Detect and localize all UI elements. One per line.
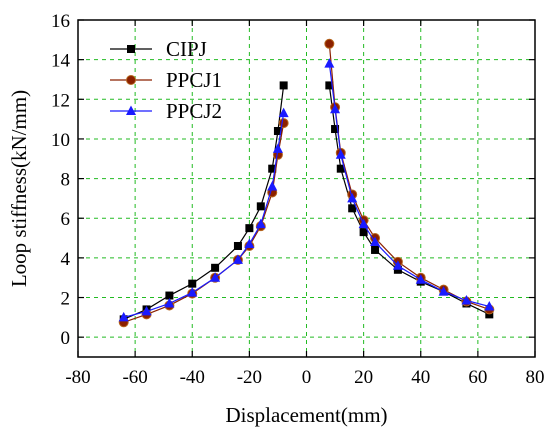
data-point (278, 118, 289, 129)
data-point (211, 263, 220, 272)
x-tick-label: -40 (180, 367, 205, 388)
x-tick-label: 20 (354, 367, 373, 388)
series-line (328, 43, 490, 310)
y-tick-label: 16 (51, 11, 70, 32)
x-tick-label: 60 (468, 367, 487, 388)
legend-marker (126, 75, 136, 85)
data-point (461, 295, 472, 305)
data-point (335, 149, 346, 159)
y-tick-label: 10 (51, 130, 70, 151)
data-point (484, 300, 495, 311)
data-point (245, 224, 254, 233)
data-point (392, 260, 403, 270)
data-point (325, 81, 334, 90)
data-point (255, 218, 266, 229)
data-point (210, 272, 221, 282)
data-point (272, 143, 283, 153)
data-point (359, 228, 368, 237)
x-tick-label: 40 (411, 367, 430, 388)
legend-item-ppcj2: PPCJ2 (110, 99, 222, 123)
legend-marker (126, 105, 136, 115)
data-point (324, 58, 335, 68)
data-point (371, 245, 380, 254)
data-point (268, 164, 277, 173)
data-point (324, 38, 335, 49)
data-point (438, 286, 449, 296)
y-tick-label: 2 (61, 289, 71, 310)
y-tick-label: 8 (61, 170, 71, 191)
legend-label: PPCJ1 (166, 68, 222, 92)
legend-label: PPCJ2 (166, 99, 222, 123)
data-point (141, 305, 152, 316)
axis-ticks: -80 -60 -40 -20 0 20 40 60 80 0 2 4 6 8 10 12 14 16 (51, 11, 545, 388)
series-ppcj2 (118, 58, 495, 322)
series-line (123, 113, 285, 318)
data-point (164, 297, 175, 308)
x-tick-label: 0 (302, 367, 312, 388)
data-point (415, 274, 426, 284)
data-point (347, 192, 358, 203)
series-layer (118, 38, 495, 328)
y-tick-label: 14 (51, 51, 71, 72)
data-point (331, 125, 340, 134)
x-tick-label: -80 (65, 367, 90, 388)
legend-item-cipj: CIPJ (110, 37, 207, 61)
data-point (244, 238, 255, 249)
x-axis-title: Displacement(mm) (225, 403, 387, 427)
x-tick-label: -20 (237, 367, 262, 388)
data-point (232, 254, 243, 264)
data-point (358, 218, 369, 229)
y-tick-label: 6 (61, 209, 71, 230)
legend: CIPJ PPCJ1 PPCJ2 (110, 37, 222, 123)
data-point (165, 291, 174, 300)
legend-marker (127, 45, 135, 53)
data-point (233, 241, 242, 250)
data-point (336, 164, 345, 173)
data-point (256, 202, 265, 211)
series-cipj (119, 81, 494, 324)
y-axis-title: Loop stiffness(kN/mm) (7, 90, 31, 287)
grid (78, 19, 535, 357)
data-point (187, 287, 198, 297)
data-point (118, 311, 129, 322)
data-point (278, 107, 289, 118)
data-point (330, 103, 341, 114)
legend-label: CIPJ (166, 37, 207, 61)
x-tick-label: -60 (122, 367, 147, 388)
data-point (370, 236, 381, 247)
data-point (348, 204, 357, 213)
data-point (188, 279, 197, 288)
y-tick-label: 4 (61, 249, 71, 270)
y-tick-label: 0 (61, 328, 71, 349)
legend-item-ppcj1: PPCJ1 (110, 68, 222, 92)
data-point (267, 181, 278, 191)
data-point (279, 81, 288, 90)
x-tick-label: 80 (526, 367, 545, 388)
y-tick-label: 12 (51, 90, 70, 111)
data-point (273, 127, 282, 136)
